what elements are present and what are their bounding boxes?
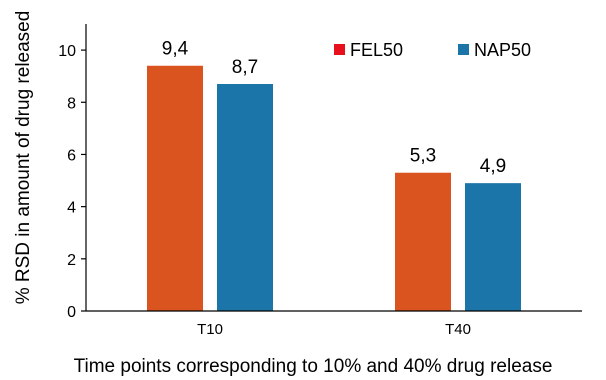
data-label: 5,3	[410, 146, 436, 167]
y-axis: 0 2 4 6 8 10	[58, 24, 87, 321]
bar-nap50-t10	[217, 84, 273, 311]
bar-nap50-t40	[465, 183, 521, 311]
data-label: 9,4	[162, 39, 189, 60]
bar-fel50-t10	[147, 65, 203, 311]
x-tick-label: T40	[445, 321, 471, 338]
y-tick-label: 8	[67, 95, 76, 112]
y-axis-title: % RSD in amount of drug released	[13, 11, 34, 305]
legend-swatch-fel50	[334, 44, 345, 55]
data-label: 8,7	[232, 57, 258, 78]
bar-fel50-t40	[395, 172, 451, 311]
y-tick-label: 4	[67, 200, 76, 217]
data-labels: 9,4 8,7 5,3 4,9	[162, 39, 506, 177]
y-tick-label: 10	[58, 43, 76, 60]
y-tick-label: 6	[67, 147, 76, 164]
x-tick-label: T10	[197, 321, 223, 338]
legend: FEL50 NAP50	[334, 40, 531, 60]
legend-swatch-nap50	[458, 44, 469, 55]
y-tick-label: 0	[67, 304, 76, 321]
x-axis-title: Time points corresponding to 10% and 40%…	[74, 356, 553, 377]
legend-label: NAP50	[474, 40, 531, 60]
x-axis: T10 T40	[86, 310, 582, 338]
data-label: 4,9	[480, 156, 506, 177]
y-tick-label: 2	[67, 252, 76, 269]
legend-label: FEL50	[350, 40, 403, 60]
bars	[147, 65, 521, 311]
